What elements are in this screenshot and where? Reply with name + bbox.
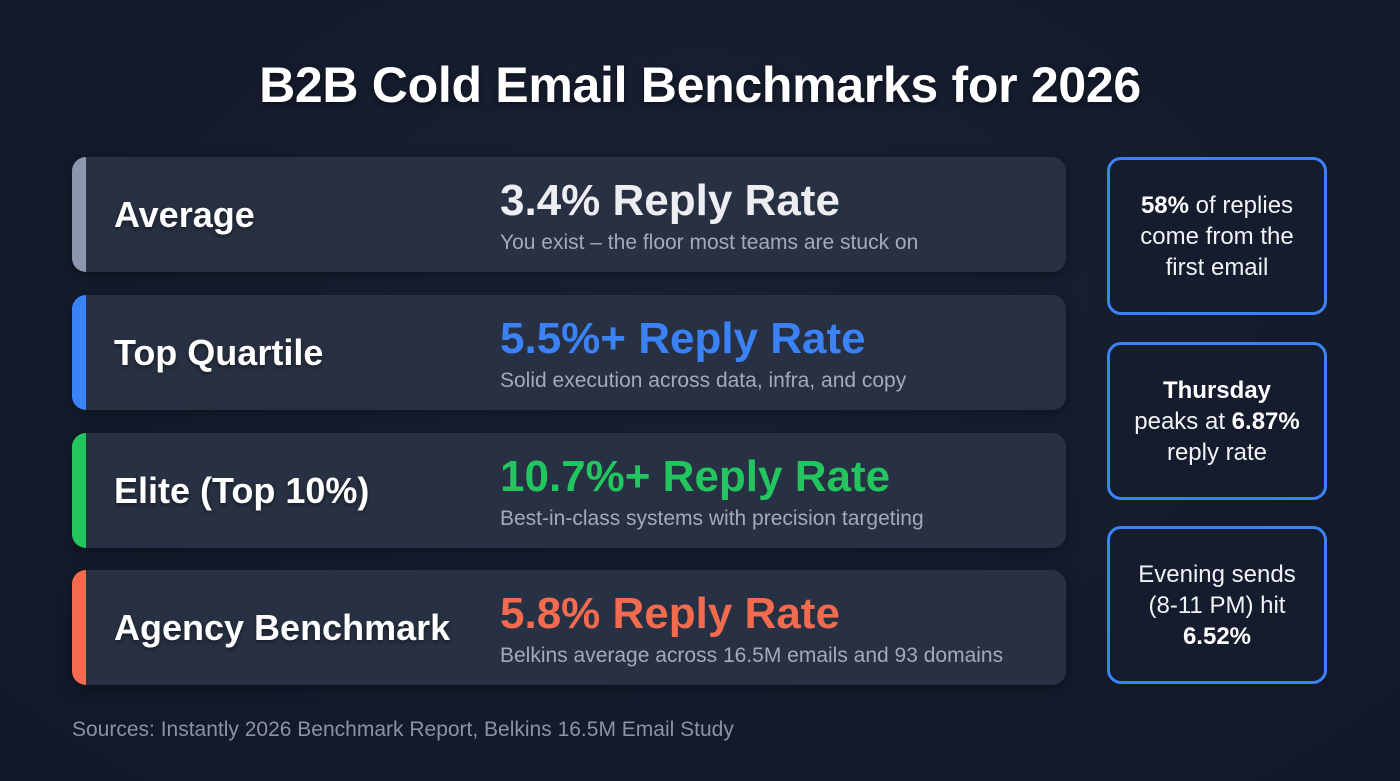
accent-bar xyxy=(72,157,86,272)
benchmark-label: Agency Benchmark xyxy=(114,606,451,648)
benchmark-metric: 10.7%+ Reply Rate xyxy=(500,452,891,501)
accent-bar xyxy=(72,570,86,685)
stat-highlight: 58% xyxy=(1140,191,1189,219)
stat-text: of replies xyxy=(1188,191,1294,219)
benchmark-row-agency: Agency Benchmark 5.8% Reply Rate Belkins… xyxy=(72,570,1066,685)
benchmark-description: Solid execution across data, infra, and … xyxy=(500,369,907,392)
stat-card-thursday: Thursday peaks at 6.87% reply rate xyxy=(1107,342,1327,500)
stat-card-evening: Evening sends (8-11 PM) hit 6.52% xyxy=(1107,526,1327,684)
stat-card-first-email: 58% of replies come from the first email xyxy=(1107,157,1327,315)
benchmark-label: Top Quartile xyxy=(114,331,324,373)
benchmark-row-top-quartile: Top Quartile 5.5%+ Reply Rate Solid exec… xyxy=(72,295,1066,410)
benchmark-label: Average xyxy=(114,193,255,235)
benchmark-metric: 5.5%+ Reply Rate xyxy=(500,314,866,363)
sources-footnote: Sources: Instantly 2026 Benchmark Report… xyxy=(72,718,734,741)
benchmark-metric: 3.4% Reply Rate xyxy=(500,176,840,225)
stat-highlight: Thursday xyxy=(1162,376,1272,404)
stat-text: peaks at xyxy=(1134,407,1232,435)
benchmark-description: Belkins average across 16.5M emails and … xyxy=(500,644,1004,667)
stat-text: first email xyxy=(1165,253,1269,281)
stat-highlight: 6.87% xyxy=(1231,407,1300,435)
stat-text: (8-11 PM) hit xyxy=(1148,591,1286,619)
benchmark-description: You exist – the floor most teams are stu… xyxy=(500,231,919,254)
benchmark-description: Best-in-class systems with precision tar… xyxy=(500,507,924,530)
benchmark-metric: 5.8% Reply Rate xyxy=(500,589,840,638)
stat-text: come from the xyxy=(1140,222,1294,250)
page-title: B2B Cold Email Benchmarks for 2026 xyxy=(259,57,1141,113)
benchmark-label: Elite (Top 10%) xyxy=(114,469,370,511)
stat-highlight: 6.52% xyxy=(1182,622,1252,650)
accent-bar xyxy=(72,295,86,410)
benchmark-row-elite: Elite (Top 10%) 10.7%+ Reply Rate Best-i… xyxy=(72,433,1066,548)
stat-text: reply rate xyxy=(1166,438,1268,466)
stat-text: Evening sends xyxy=(1138,560,1296,588)
accent-bar xyxy=(72,433,86,548)
benchmark-row-average: Average 3.4% Reply Rate You exist – the … xyxy=(72,157,1066,272)
